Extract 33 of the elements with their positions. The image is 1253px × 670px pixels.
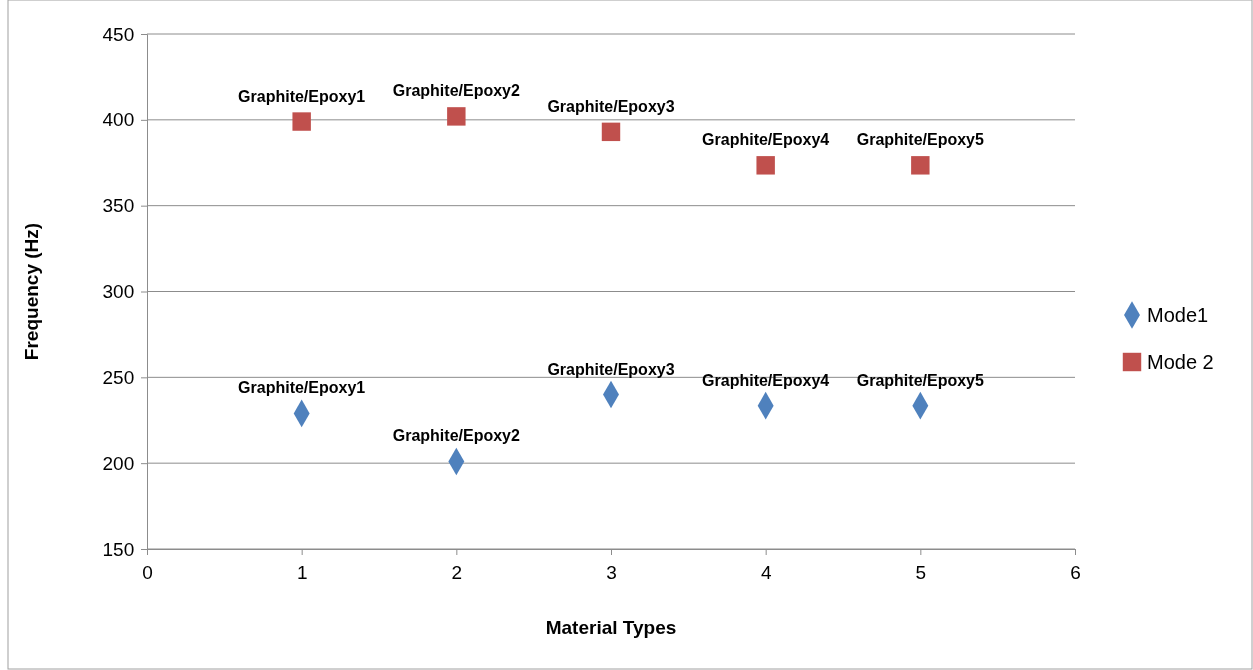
point: [911, 156, 930, 175]
legend-label: Mode1: [1147, 304, 1209, 326]
x-tick-label: 2: [451, 561, 463, 583]
point: [292, 112, 311, 131]
y-tick-label: 400: [102, 109, 135, 131]
legend-label: Mode 2: [1147, 351, 1214, 373]
annotation: Graphite/Epoxy1: [238, 379, 366, 397]
x-tick-label: 0: [142, 561, 153, 583]
y-tick-label: 150: [102, 538, 135, 560]
x-tick-label: 6: [1070, 561, 1081, 583]
annotation: Graphite/Epoxy4: [702, 131, 830, 149]
y-tick-label: 250: [102, 366, 135, 388]
annotation: Graphite/Epoxy3: [547, 360, 675, 378]
x-tick-label: 1: [296, 561, 308, 583]
point: [447, 107, 466, 126]
annotation: Graphite/Epoxy5: [856, 371, 985, 389]
y-tick-label: 450: [102, 23, 135, 45]
annotation: Graphite/Epoxy4: [702, 371, 830, 389]
x-tick-label: 5: [915, 561, 927, 583]
annotation: Graphite/Epoxy2: [392, 427, 521, 445]
x-tick-label: 3: [606, 561, 617, 583]
annotation: Graphite/Epoxy5: [856, 131, 985, 149]
annotation: Graphite/Epoxy3: [547, 97, 675, 115]
point: [601, 122, 621, 142]
annotation: Graphite/Epoxy2: [392, 82, 521, 100]
annotation: Graphite/Epoxy1: [238, 87, 366, 105]
x-tick-label: 4: [760, 561, 772, 583]
y-tick-label: 200: [102, 452, 135, 474]
x-axis-title: Material Types: [545, 617, 677, 638]
y-tick-label: 350: [102, 195, 135, 217]
point: [756, 156, 775, 175]
y-tick-label: 300: [102, 281, 135, 303]
y-axis-title: Frequency (Hz): [21, 222, 42, 361]
